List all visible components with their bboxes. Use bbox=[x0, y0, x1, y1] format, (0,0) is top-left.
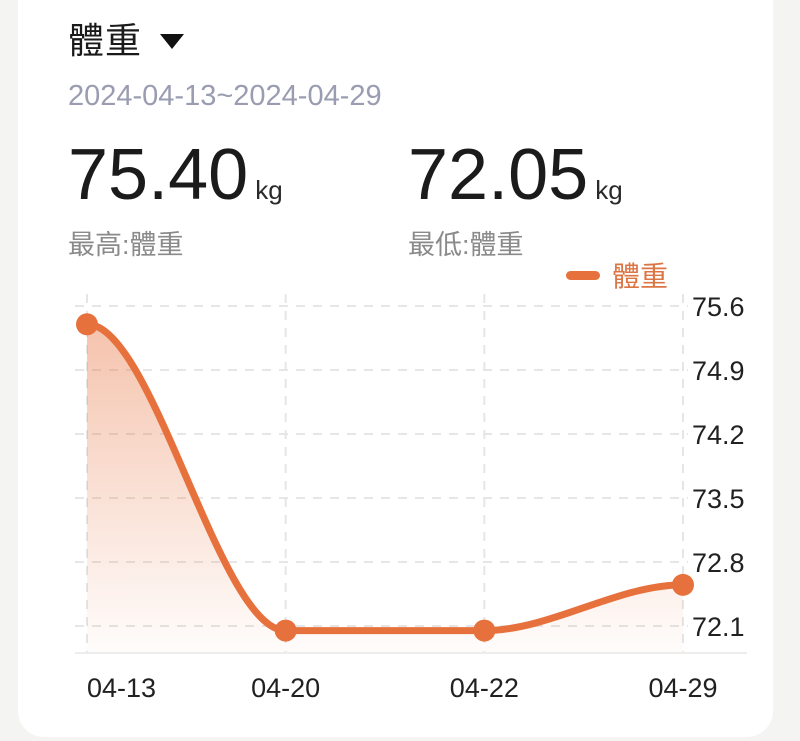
data-point[interactable] bbox=[473, 619, 496, 642]
y-tick-label: 73.5 bbox=[692, 484, 745, 514]
min-weight-unit: kg bbox=[595, 175, 623, 205]
y-tick-label: 75.6 bbox=[692, 292, 745, 322]
series-line bbox=[83, 320, 687, 635]
min-weight-label: 最低:體重 bbox=[408, 230, 524, 260]
y-tick-label: 72.1 bbox=[692, 612, 745, 642]
min-weight-stat: 72.05 kg 最低:體重 bbox=[408, 139, 748, 262]
x-tick-label: 04-20 bbox=[251, 673, 320, 703]
series-area-fill bbox=[87, 324, 683, 652]
x-axis-tick-labels: 04-13 04-20 04-22 04-29 bbox=[87, 673, 718, 703]
max-weight-unit: kg bbox=[255, 175, 283, 205]
metric-selector[interactable]: 體重 bbox=[18, 0, 773, 64]
max-weight-label: 最高:體重 bbox=[68, 230, 184, 260]
legend-label: 體重 bbox=[612, 261, 669, 292]
card-content: 體重 2024-04-13~2024-04-29 75.40 kg 最高:體重 … bbox=[18, 0, 773, 262]
max-weight-value: 75.40 bbox=[68, 135, 249, 215]
x-tick-label: 04-13 bbox=[87, 673, 156, 703]
x-tick-label: 04-29 bbox=[648, 673, 717, 703]
y-axis-tick-labels: 75.6 74.9 74.2 73.5 72.8 72.1 bbox=[692, 292, 745, 642]
data-point[interactable] bbox=[672, 573, 694, 596]
y-tick-label: 72.8 bbox=[692, 548, 745, 578]
x-tick-label: 04-22 bbox=[450, 673, 519, 703]
min-weight-value: 72.05 bbox=[408, 135, 589, 215]
data-point[interactable] bbox=[274, 619, 297, 642]
data-point[interactable] bbox=[76, 313, 98, 336]
legend-line-icon bbox=[566, 270, 600, 280]
page-title: 體重 bbox=[68, 20, 143, 61]
data-points bbox=[76, 313, 694, 642]
date-range-label: 2024-04-13~2024-04-29 bbox=[68, 80, 382, 112]
y-tick-label: 74.9 bbox=[692, 356, 745, 386]
max-weight-stat: 75.40 kg 最高:體重 bbox=[68, 139, 408, 262]
y-tick-label: 74.2 bbox=[692, 420, 745, 450]
legend-weight[interactable]: 體重 bbox=[566, 258, 668, 292]
stats-row: 75.40 kg 最高:體重 72.05 kg 最低:體重 bbox=[18, 113, 773, 262]
chevron-down-icon[interactable] bbox=[160, 33, 185, 49]
